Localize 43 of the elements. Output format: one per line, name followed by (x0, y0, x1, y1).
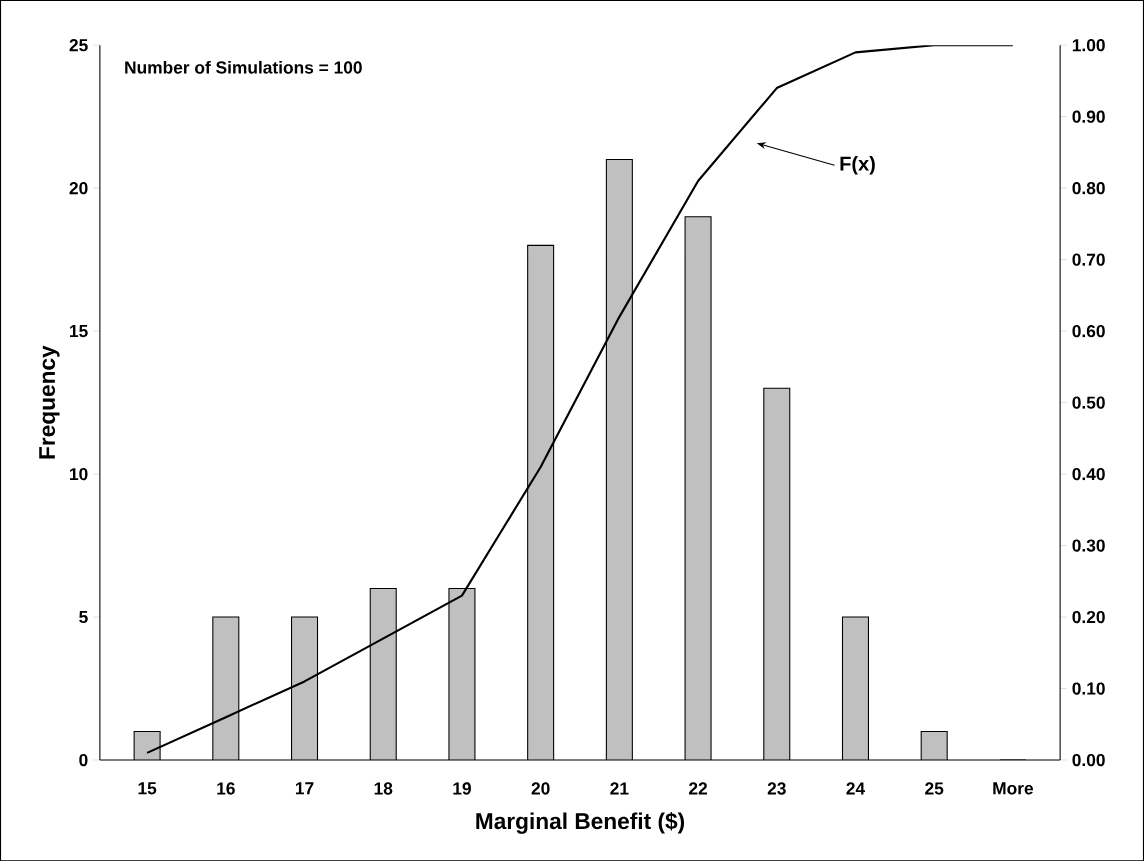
x-tick-label: 18 (374, 782, 393, 795)
bar (685, 216, 712, 760)
x-tick-label: More (993, 782, 1034, 795)
x-tick-label: 17 (295, 782, 314, 795)
y2-tick-label: 0.00 (1072, 753, 1105, 767)
y2-tick-label: 0.50 (1072, 396, 1105, 409)
x-tick-label: 24 (846, 782, 866, 795)
bar (763, 388, 790, 760)
x-tick-label: 25 (925, 782, 944, 795)
y2-tick-label: 0.90 (1072, 110, 1105, 123)
x-tick-label: 21 (610, 782, 629, 795)
x-tick-label: 19 (453, 782, 471, 795)
x-tick-label: 16 (217, 782, 235, 795)
bar (842, 616, 869, 760)
y-tick-label: 0 (79, 753, 88, 767)
annotation: F(x) (840, 155, 875, 175)
y-tick-label: 5 (79, 610, 88, 623)
bar (448, 588, 475, 760)
y-tick-label: 10 (70, 467, 88, 481)
y-axis-title: Frequency (39, 345, 60, 459)
annotation: Number of Simulations = 100 (125, 60, 362, 74)
y2-tick-label: 0.30 (1072, 539, 1105, 552)
y-tick-label: 25 (69, 38, 88, 52)
y2-tick-label: 0.10 (1072, 682, 1105, 695)
y2-tick-label: 0.80 (1072, 181, 1105, 195)
x-tick-label: 20 (531, 782, 550, 795)
bar (291, 616, 318, 760)
y-tick-label: 15 (70, 324, 88, 338)
x-tick-label: 15 (138, 782, 157, 795)
x-tick-label: 22 (689, 782, 708, 795)
bar (527, 245, 554, 760)
y-tick-label: 20 (69, 181, 88, 195)
y2-tick-label: 0.70 (1072, 253, 1105, 266)
bar (212, 616, 239, 760)
x-axis-title: Marginal Benefit ($) (476, 811, 685, 834)
bar (370, 588, 397, 760)
bar (606, 159, 633, 760)
x-tick-label: 23 (767, 782, 786, 795)
y2-tick-label: 1.00 (1072, 38, 1105, 52)
y2-tick-label: 0.60 (1072, 324, 1105, 338)
y2-tick-label: 0.40 (1072, 467, 1105, 481)
bar (921, 731, 948, 760)
y2-tick-label: 0.20 (1072, 610, 1105, 624)
